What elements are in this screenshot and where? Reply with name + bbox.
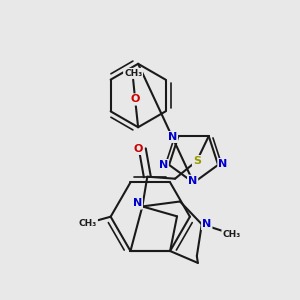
Text: O: O (130, 94, 140, 104)
Text: CH₃: CH₃ (79, 219, 97, 228)
Text: CH₃: CH₃ (79, 219, 97, 228)
Text: O: O (130, 94, 140, 104)
Text: N: N (133, 199, 142, 208)
Text: N: N (133, 199, 142, 208)
Text: N: N (168, 132, 177, 142)
Text: CH₃: CH₃ (124, 69, 142, 78)
Text: N: N (218, 159, 228, 169)
Text: N: N (168, 132, 177, 142)
Text: S: S (193, 156, 201, 166)
Text: S: S (193, 156, 201, 166)
Text: N: N (202, 219, 212, 229)
Text: N: N (218, 159, 228, 169)
Text: CH₃: CH₃ (222, 230, 241, 239)
Text: N: N (158, 160, 168, 170)
Text: CH₃: CH₃ (222, 230, 241, 239)
Text: O: O (134, 144, 143, 154)
Text: N: N (188, 176, 197, 186)
Text: N: N (158, 160, 168, 170)
Text: N: N (188, 176, 197, 186)
Text: O: O (134, 144, 143, 154)
Text: CH₃: CH₃ (124, 69, 142, 78)
Text: N: N (202, 219, 212, 229)
